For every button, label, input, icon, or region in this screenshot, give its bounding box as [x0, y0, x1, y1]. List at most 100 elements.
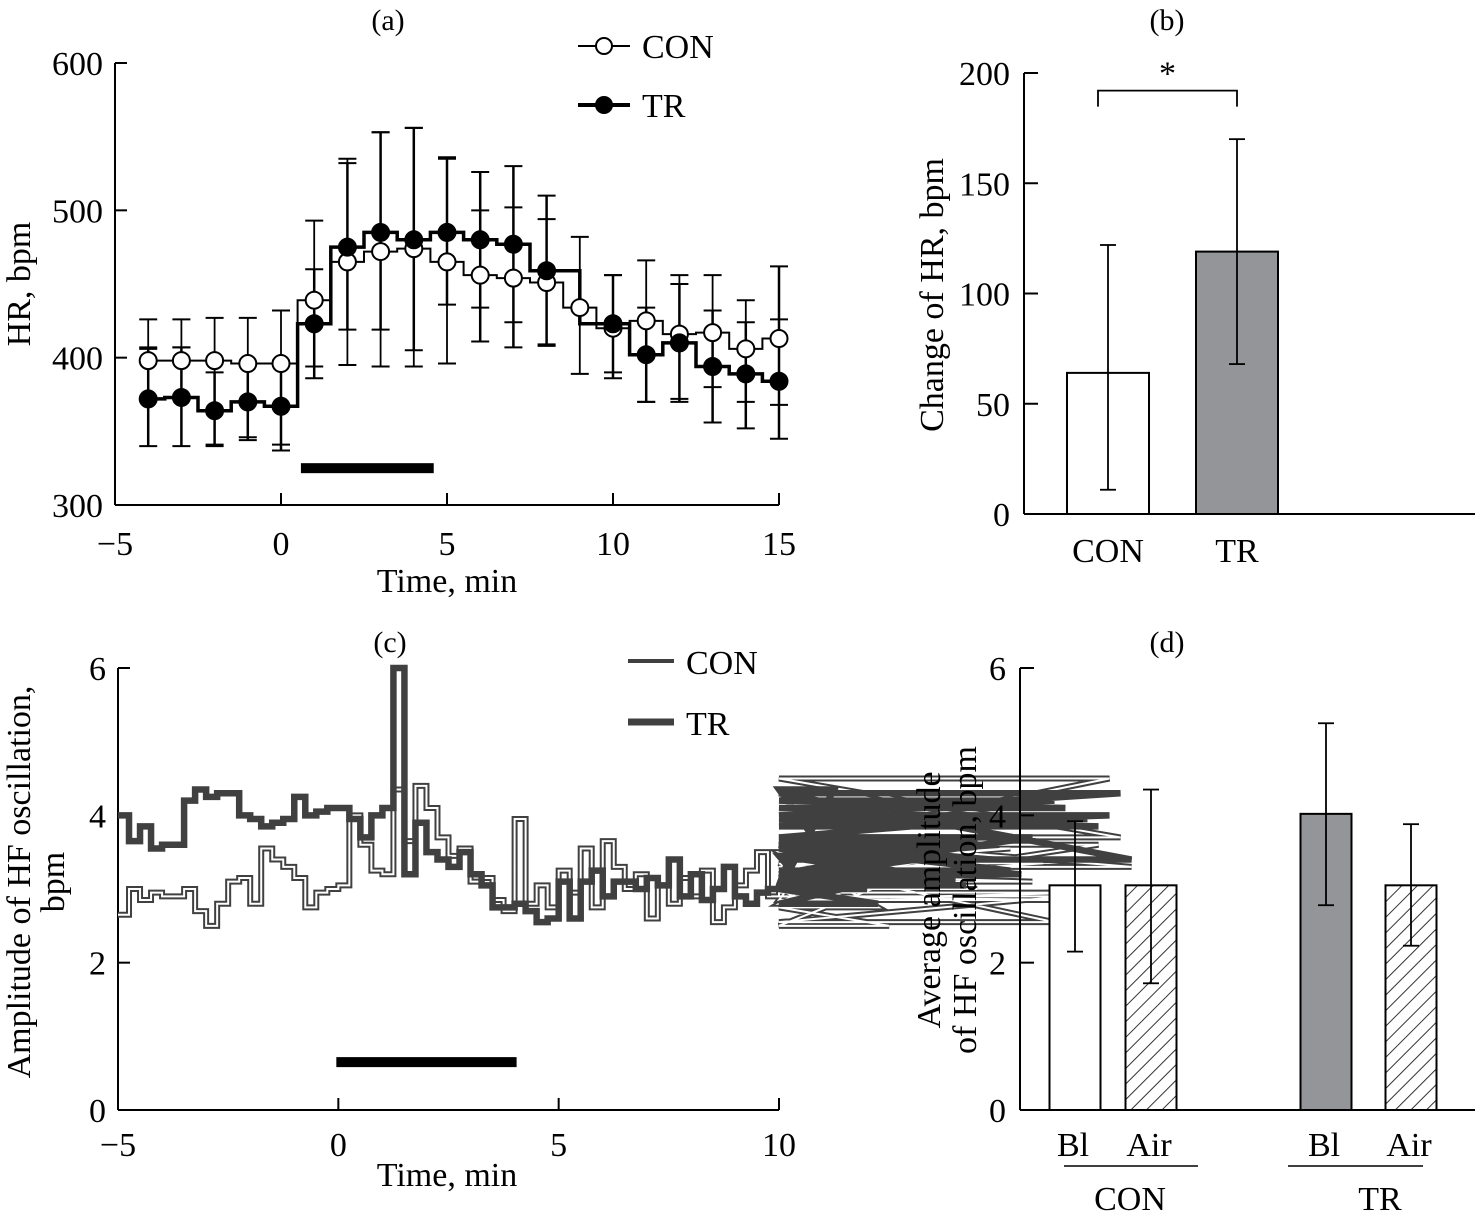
- data-point-con: [437, 252, 457, 272]
- panel-c-title: (c): [373, 626, 406, 659]
- y-tick-label: 100: [959, 277, 1010, 314]
- panel-c-y-axis-title-line2: bpm: [35, 852, 72, 912]
- data-point-tr: [371, 222, 391, 242]
- data-point-con: [570, 298, 590, 318]
- y-tick-label: 6: [89, 651, 106, 688]
- y-tick-label: 4: [89, 798, 106, 835]
- data-point-tr: [205, 401, 225, 421]
- legend-con-label: CON: [686, 645, 758, 682]
- data-point-con: [703, 323, 723, 343]
- panel-a-title: (a): [371, 4, 404, 37]
- data-point-tr: [337, 237, 357, 257]
- data-point-tr: [636, 345, 656, 365]
- x-tick-label: −5: [97, 526, 133, 563]
- data-point-con: [503, 268, 523, 288]
- series-line-con-inner: [118, 777, 1132, 927]
- y-tick-label: 2: [989, 946, 1006, 983]
- x-category-label: Bl: [1308, 1127, 1340, 1164]
- x-tick-label: 5: [550, 1127, 567, 1164]
- x-category-label: Air: [1386, 1127, 1432, 1164]
- x-tick-label: 0: [273, 526, 290, 563]
- series-line-tr: [118, 664, 1133, 926]
- y-tick-label: 200: [959, 56, 1010, 93]
- x-category-label: CON: [1072, 533, 1144, 570]
- panel-b-title: (b): [1150, 4, 1185, 37]
- panel-b-y-axis-title: Change of HR, bpm: [914, 158, 951, 432]
- y-tick-label: 300: [52, 488, 103, 525]
- panel-a-y-axis-title: HR, bpm: [1, 222, 38, 347]
- significance-bracket: [1097, 89, 1238, 107]
- data-point-tr: [138, 389, 158, 409]
- panel-a-hr-timecourse: (a) 300 400 500 600 −5 0 5 10 15 Time, min HR, b…: [1, 4, 796, 600]
- y-tick-label: 4: [989, 798, 1006, 835]
- data-point-tr: [404, 230, 424, 250]
- panel-c-x-axis-title: Time, min: [377, 1157, 517, 1194]
- y-tick-label: 50: [976, 387, 1010, 424]
- significance-star: *: [1159, 56, 1176, 93]
- x-category-label: Air: [1126, 1127, 1172, 1164]
- panel-c-y-axis-title-line1: Amplitude of HF oscillation,: [1, 686, 38, 1079]
- data-point-con: [238, 354, 258, 374]
- series-line-tr: [148, 230, 779, 413]
- y-tick-label: 2: [89, 946, 106, 983]
- data-point-tr: [703, 357, 723, 377]
- data-point-con: [171, 351, 191, 371]
- data-point-tr: [470, 230, 490, 250]
- data-point-tr: [503, 234, 523, 254]
- panel-a-legend: CON TR: [578, 29, 714, 125]
- data-point-tr: [304, 314, 324, 334]
- data-point-tr: [736, 364, 756, 384]
- data-point-tr: [669, 333, 689, 353]
- x-tick-label: 10: [596, 526, 630, 563]
- panel-d-y-axis-title-line2: of HF oscillation, bpm: [947, 746, 984, 1054]
- data-point-tr: [238, 392, 258, 412]
- data-point-tr: [603, 314, 623, 334]
- y-tick-label: 400: [52, 341, 103, 378]
- group-label: CON: [1094, 1181, 1166, 1217]
- data-point-tr: [537, 261, 557, 281]
- y-tick-label: 0: [89, 1093, 106, 1130]
- group-label: TR: [1358, 1181, 1402, 1217]
- stimulus-bar: [336, 1057, 517, 1068]
- data-point-con: [470, 265, 490, 285]
- y-tick-label: 600: [52, 46, 103, 83]
- data-point-con: [769, 329, 789, 349]
- bar-tr-bl: [1299, 812, 1353, 1111]
- data-point-con: [205, 351, 225, 371]
- legend-con-label: CON: [642, 29, 714, 66]
- y-tick-label: 6: [989, 651, 1006, 688]
- data-point-con: [271, 354, 291, 374]
- panel-d-y-axis-title-line1: Average amplitude: [911, 771, 948, 1028]
- data-point-con: [371, 242, 391, 262]
- legend-tr-marker: [595, 96, 613, 114]
- data-point-tr: [437, 222, 457, 242]
- legend-tr-label: TR: [642, 88, 686, 125]
- y-tick-label: 0: [993, 497, 1010, 534]
- y-tick-label: 500: [52, 193, 103, 230]
- x-tick-label: 10: [762, 1127, 796, 1164]
- data-point-tr: [271, 396, 291, 416]
- panel-a-x-axis-title: Time, min: [377, 563, 517, 600]
- data-point-con: [736, 339, 756, 359]
- data-point-tr: [769, 371, 789, 391]
- legend-tr-label: TR: [686, 706, 730, 743]
- x-tick-label: 0: [330, 1127, 347, 1164]
- x-tick-label: 5: [439, 526, 456, 563]
- x-category-label: Bl: [1057, 1127, 1089, 1164]
- y-tick-label: 150: [959, 166, 1010, 203]
- data-point-con: [636, 311, 656, 331]
- data-point-con: [138, 351, 158, 371]
- panel-d-title: (d): [1150, 626, 1185, 659]
- legend-con-marker: [595, 37, 613, 55]
- data-point-con: [304, 290, 324, 310]
- x-tick-label: −5: [100, 1127, 136, 1164]
- stimulus-bar: [300, 463, 434, 474]
- data-point-tr: [171, 387, 191, 407]
- x-tick-label: 15: [762, 526, 796, 563]
- panel-b-hr-change-bars: (b) 0 50 100 150 200 CON TR * Change of HR, bp…: [914, 4, 1475, 570]
- panel-c-legend: CON TR: [628, 645, 758, 743]
- x-category-label: TR: [1215, 533, 1259, 570]
